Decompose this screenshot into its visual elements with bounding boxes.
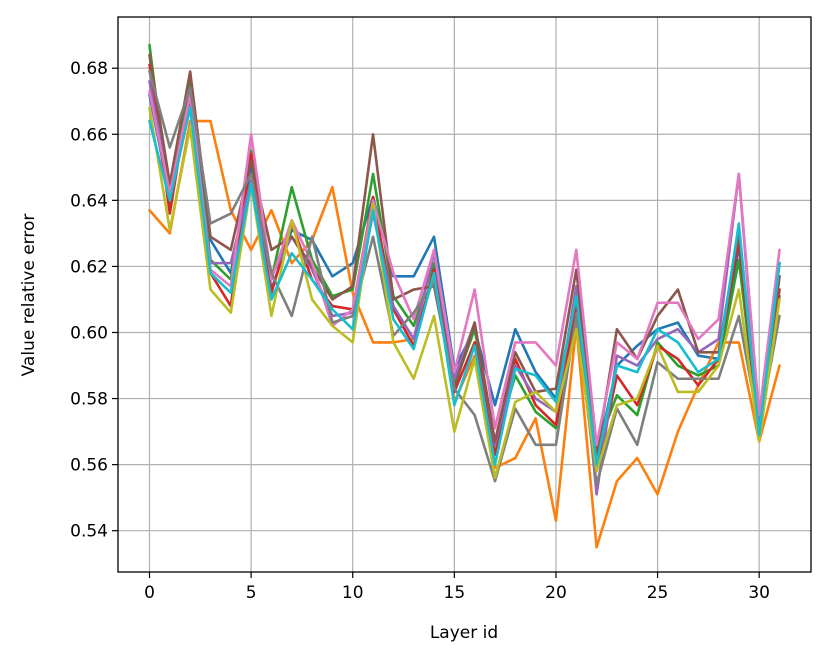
y-axis-ticks: 0.54 0.56 0.58 0.60 0.62 0.64 0.66 0.68: [70, 59, 118, 542]
plot-background: [118, 17, 811, 572]
x-tick-label: 25: [647, 583, 669, 603]
y-tick-label: 0.62: [70, 257, 108, 277]
y-tick-label: 0.68: [70, 59, 108, 79]
y-tick-label: 0.58: [70, 390, 108, 410]
y-tick-label: 0.56: [70, 456, 108, 476]
series-line-7: [148, 90, 781, 447]
y-tick-label: 0.54: [70, 522, 108, 542]
x-tick-label: 5: [246, 583, 257, 603]
y-tick-label: 0.64: [70, 191, 108, 211]
series-line-8: [148, 70, 781, 486]
x-tick-label: 30: [748, 583, 770, 603]
x-axis-label: Layer id: [430, 623, 498, 643]
y-tick-label: 0.60: [70, 323, 108, 343]
x-tick-label: 20: [545, 583, 567, 603]
series-line-6: [148, 53, 781, 457]
series-line-10: [148, 106, 781, 466]
x-tick-label: 15: [444, 583, 466, 603]
y-axis-label: Value relative error: [19, 214, 39, 377]
y-tick-label: 0.66: [70, 125, 108, 145]
x-tick-label: 0: [144, 583, 155, 603]
x-tick-label: 10: [342, 583, 364, 603]
x-axis-ticks: 0 5 10 15 20 25 30: [144, 572, 770, 603]
plot-frame: [117, 16, 812, 573]
series-lines: [148, 43, 781, 549]
